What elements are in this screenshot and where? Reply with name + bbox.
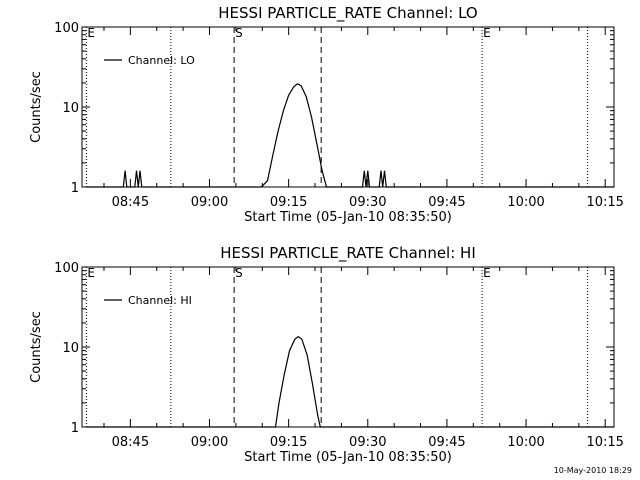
panel2-x-tick-label: 10:00: [507, 435, 544, 450]
panel2-title: HESSI PARTICLE_RATE Channel: HI: [220, 244, 476, 263]
panel2-legend-label: Channel: HI: [128, 294, 192, 307]
panel1-x-tick-label: 09:45: [428, 195, 465, 210]
panel1-time-marker-label: S: [235, 26, 243, 40]
panel1-axes-frame: [81, 26, 615, 188]
panel2-series-line: [86, 335, 614, 428]
panel2-time-marker-label: S: [235, 266, 243, 280]
panel2-y-axis-label: Counts/sec: [29, 311, 44, 383]
panel1-y-tick-label: 100: [54, 21, 79, 36]
generation-timestamp: 10-May-2010 18:29: [553, 466, 632, 475]
panel1-x-axis-label: Start Time (05-Jan-10 08:35:50): [244, 210, 452, 225]
panel2-x-tick-label: 08:45: [112, 435, 149, 450]
panel1-y-axis-label: Counts/sec: [29, 71, 44, 143]
panel1-y-tick-label: 10: [62, 101, 79, 116]
panel1-time-marker-label: E: [483, 26, 491, 40]
panel1-time-marker-label: E: [87, 26, 95, 40]
panel1-x-tick-label: 10:00: [507, 195, 544, 210]
panel2-x-axis-label: Start Time (05-Jan-10 08:35:50): [244, 450, 452, 465]
panel1-x-tick-label: 10:15: [586, 195, 623, 210]
panel1-x-tick-label: 08:45: [112, 195, 149, 210]
panel2-y-tick-label: 1: [71, 421, 79, 436]
panel2-time-marker-label: E: [87, 266, 95, 280]
panel1-x-tick-label: 09:30: [349, 195, 386, 210]
panel2-x-tick-label: 09:15: [270, 435, 307, 450]
panel1-x-tick-label: 09:00: [191, 195, 228, 210]
panel2-y-tick-label: 100: [54, 261, 79, 276]
panel1-series-line: [86, 83, 614, 188]
panel1-x-tick-label: 09:15: [270, 195, 307, 210]
panel2-time-marker-label: E: [483, 266, 491, 280]
panel2-x-tick-label: 09:00: [191, 435, 228, 450]
panel2-x-tick-label: 09:45: [428, 435, 465, 450]
panel1-legend-label: Channel: LO: [128, 54, 195, 67]
panel2-x-tick-label: 10:15: [586, 435, 623, 450]
panel2-axes-frame: [81, 266, 615, 428]
panel2-y-tick-label: 10: [62, 341, 79, 356]
panel1-title: HESSI PARTICLE_RATE Channel: LO: [218, 4, 477, 23]
panel1-y-tick-label: 1: [71, 181, 79, 196]
panel2-x-tick-label: 09:30: [349, 435, 386, 450]
